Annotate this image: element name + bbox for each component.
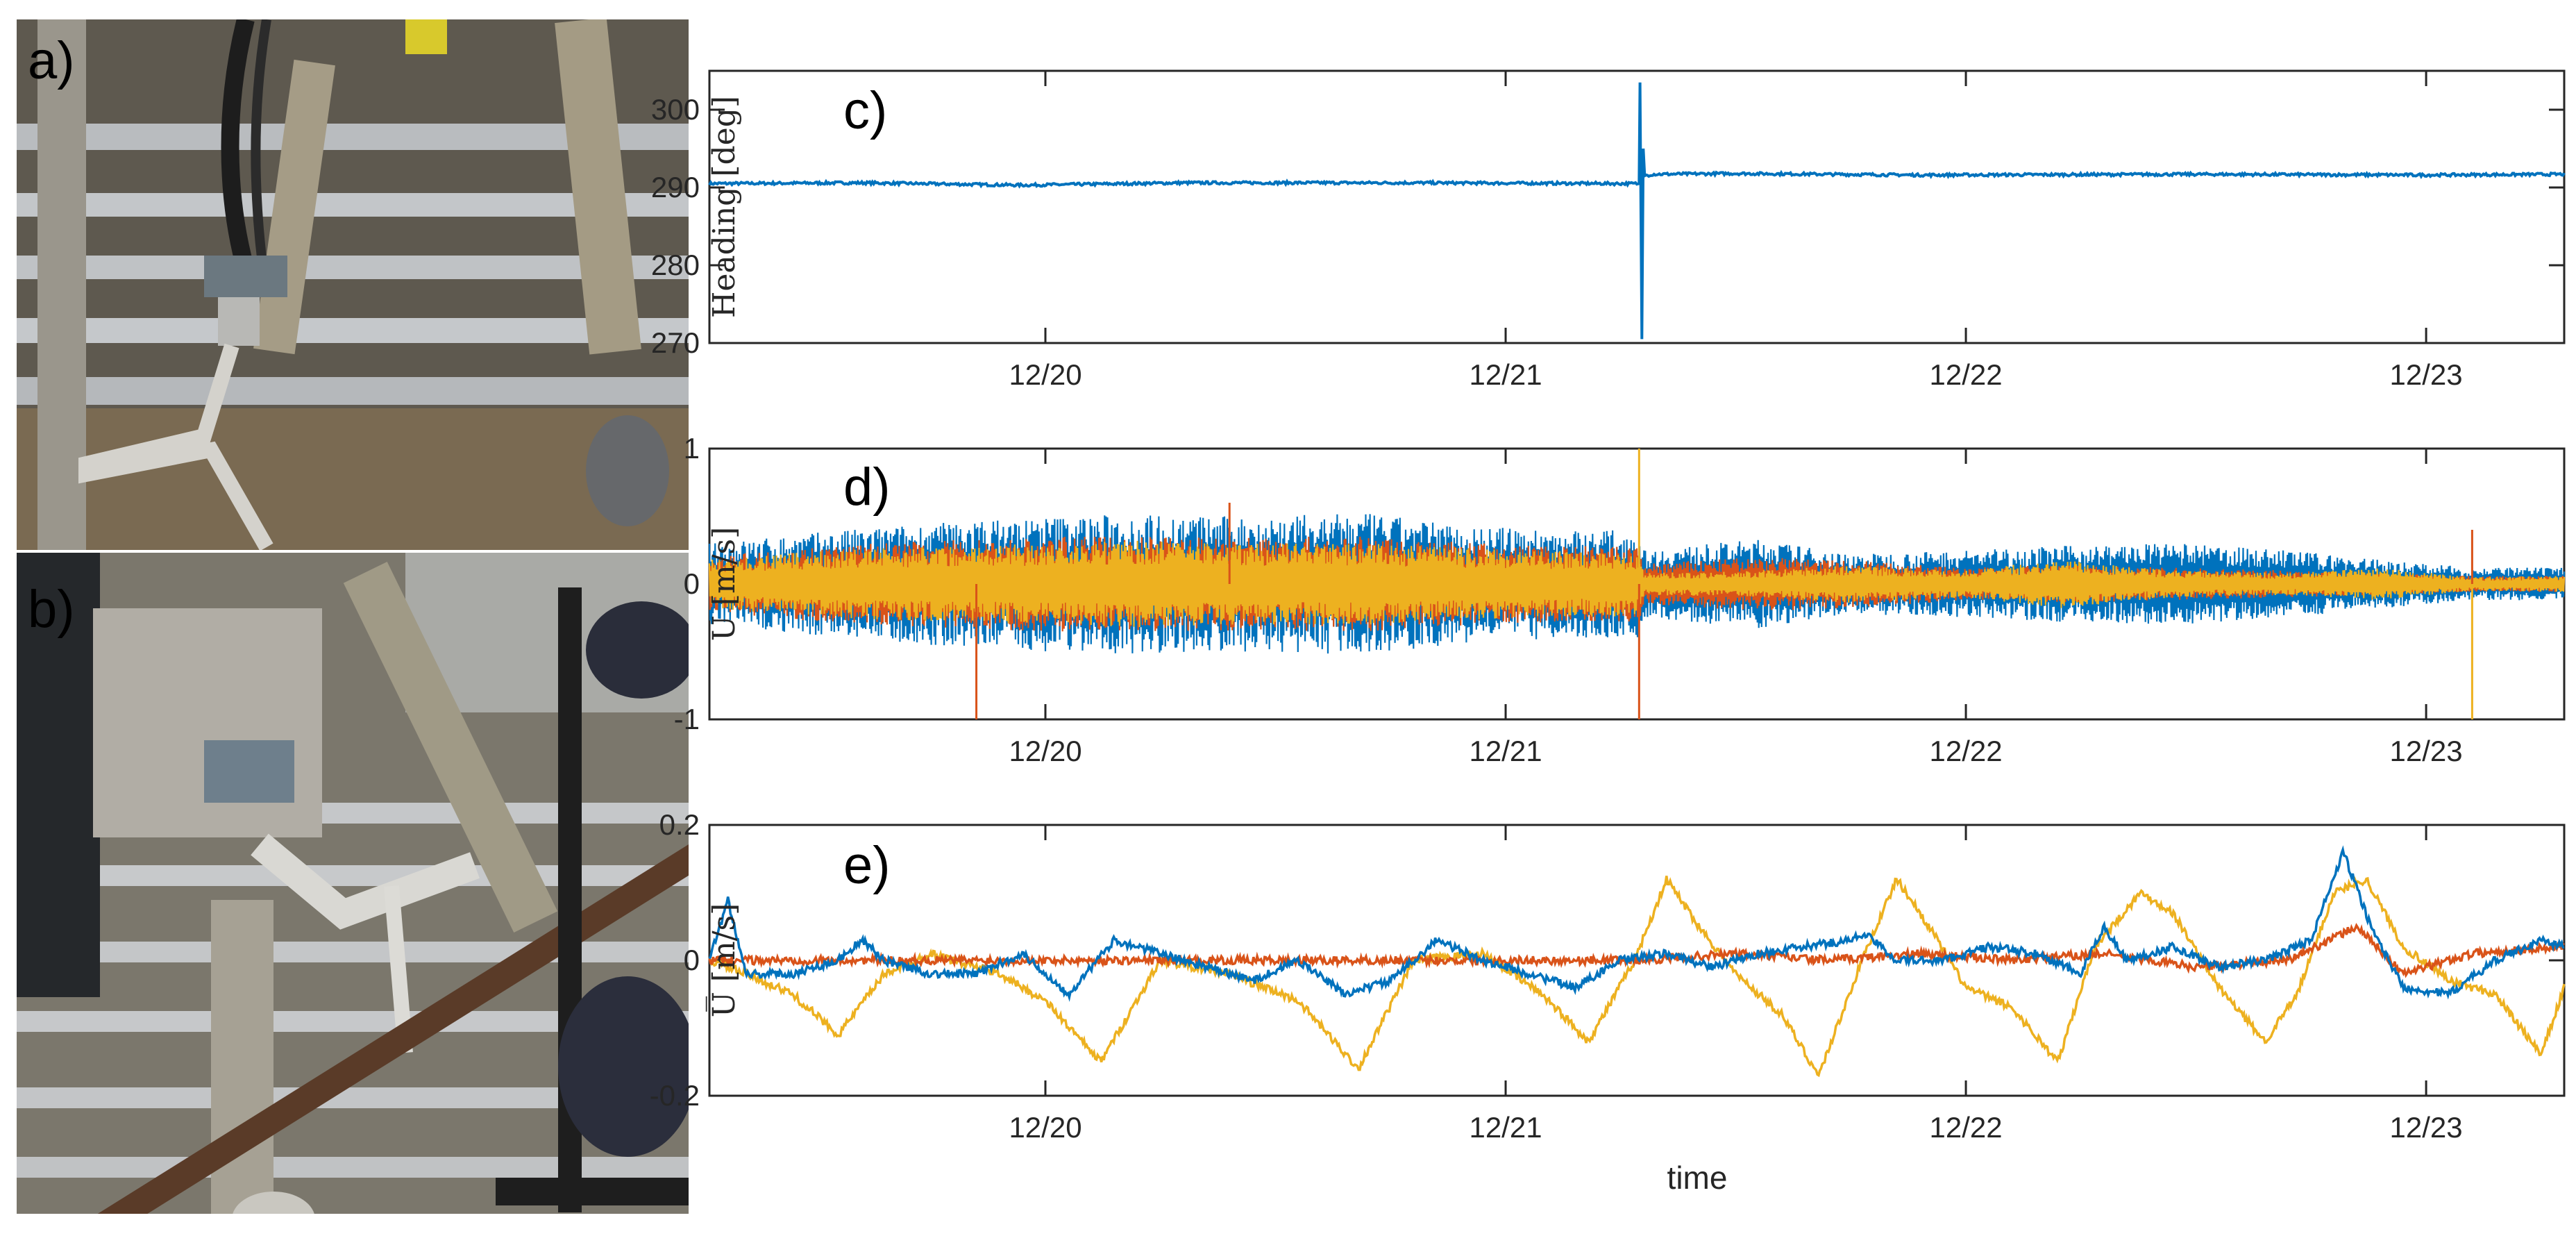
heading-lines (708, 82, 2566, 340)
mean-velocity-lines (708, 845, 2566, 1078)
panel-label-b: b) (28, 580, 75, 639)
panel-label-c: c) (843, 81, 887, 140)
ytick-label: 1 (684, 432, 700, 465)
mean-velocity-ylabel: U̅ [m/s] (705, 903, 742, 1018)
photo-b-image (17, 553, 689, 1214)
ytick-label: 0 (684, 567, 700, 600)
heading-axes: 270 280 290 300 12/20 12/21 12/22 12/23 c) Hea… (651, 69, 2566, 391)
mean-velocity-series-1 (708, 845, 2565, 1002)
ytick-label: -0.2 (650, 1079, 700, 1112)
velocity-lines (708, 449, 2566, 719)
xtick-label: 12/23 (2390, 735, 2463, 767)
heading-xticks: 12/20 12/21 12/22 12/23 (1009, 71, 2463, 391)
photo-b-alignment-check (17, 553, 689, 1214)
ytick-label: 0.2 (659, 808, 700, 841)
panel-label-a: a) (28, 31, 75, 90)
velocity-yticks: -1 0 1 (674, 432, 2564, 735)
ytick-label: 300 (651, 93, 700, 126)
photo-a-current-meter-mount (17, 19, 689, 550)
ytick-label: -1 (674, 703, 700, 735)
xtick-label: 12/21 (1469, 735, 1542, 767)
velocity-series-3 (708, 540, 2566, 628)
xtick-label: 12/22 (1930, 735, 2003, 767)
mean-velocity-series-2 (708, 923, 2565, 978)
heading-plot-box (708, 69, 2566, 344)
xtick-label: 12/21 (1469, 358, 1542, 391)
panel-label-d: d) (843, 458, 891, 517)
photo-a-image (17, 19, 689, 550)
velocity-ylabel: U [m/s] (707, 527, 742, 642)
ytick-label: 290 (651, 171, 700, 203)
velocity-axes: -1 0 1 12/20 12/21 12/22 12/23 d) U [m/s] (674, 432, 2566, 767)
heading-ylabel: Heading [deg] (707, 96, 742, 318)
xtick-label: 12/23 (2390, 1111, 2463, 1144)
xtick-label: 12/20 (1009, 1111, 1081, 1144)
xtick-label: 12/22 (1930, 1111, 2003, 1144)
heading-series-line (708, 82, 2566, 340)
xtick-label: 12/22 (1930, 358, 2003, 391)
ytick-label: 0 (684, 944, 700, 976)
mean-velocity-axes: -0.2 0 0.2 12/20 12/21 12/22 12/23 e) U̅ [m/s… (650, 808, 2566, 1196)
xtick-label: 12/20 (1009, 735, 1081, 767)
xtick-label: 12/23 (2390, 358, 2463, 391)
xtick-label: 12/21 (1469, 1111, 1542, 1144)
mean-velocity-yticks: -0.2 0 0.2 (650, 808, 2564, 1112)
ytick-label: 280 (651, 249, 700, 281)
panel-label-e: e) (843, 836, 891, 895)
ytick-label: 270 (651, 326, 700, 359)
xtick-label: 12/20 (1009, 358, 1081, 391)
time-xlabel: time (1667, 1160, 1728, 1196)
mean-velocity-xticks: 12/20 12/21 12/22 12/23 (1009, 825, 2463, 1144)
velocity-xticks: 12/20 12/21 12/22 12/23 (1009, 449, 2463, 767)
heading-yticks: 270 280 290 300 (651, 93, 2564, 359)
